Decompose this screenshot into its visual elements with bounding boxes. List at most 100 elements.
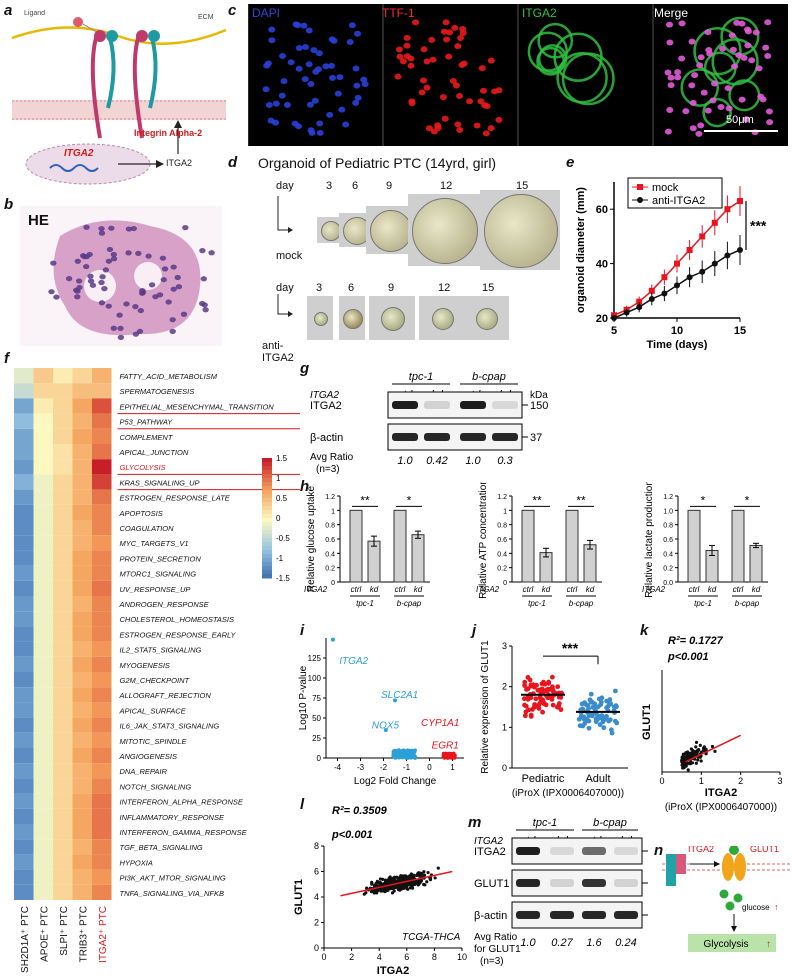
panel-label-f: f <box>4 350 9 367</box>
colorbar-tick: -1.5 <box>276 574 290 583</box>
data-point <box>699 233 706 240</box>
pathway-label: EPITHELIAL_MESENCHYMAL_TRANSITION <box>120 402 275 411</box>
heatmap-cell <box>53 580 73 596</box>
heatmap-cell <box>72 550 92 566</box>
gene-label: ITGA2 <box>339 656 368 667</box>
y-axis-label: Relative expression of GLUT1 <box>480 640 491 774</box>
heatmap-cell <box>53 565 73 581</box>
dot <box>550 702 556 708</box>
bar-category: kd <box>586 585 595 594</box>
bar <box>565 509 579 583</box>
heatmap-cell <box>33 444 53 460</box>
day-15-anti: 15 <box>482 282 495 294</box>
heatmap-cell <box>14 596 34 612</box>
pathway-label: IL2_STAT5_SIGNALING <box>120 646 202 655</box>
volcano-point <box>442 755 447 760</box>
colorbar-segment <box>262 518 272 523</box>
panel-a-schematic <box>11 17 227 185</box>
pathway-label: APICAL_JUNCTION <box>119 448 189 457</box>
scatter-point <box>392 889 396 893</box>
y-tick-label: 0.4 <box>497 551 507 558</box>
heatmap-cell <box>33 535 53 551</box>
scatter-point <box>385 887 389 891</box>
organoid-title: Organoid of Pediatric PTC (14yrd, girl) <box>258 155 497 171</box>
organoid-anti-day-15 <box>476 308 498 330</box>
heatmap-cell <box>53 702 73 718</box>
blot-band <box>516 911 540 919</box>
volcano-point <box>448 752 452 756</box>
y-tick-label: 2 <box>502 682 507 692</box>
dot <box>607 700 613 706</box>
x-tick-label: -3 <box>357 763 365 772</box>
heatmap-cell <box>14 869 34 885</box>
blot-band <box>492 433 518 441</box>
dot <box>522 713 528 719</box>
heatmap-cell <box>33 641 53 657</box>
heatmap-cell <box>72 884 92 900</box>
scatter-point <box>696 748 700 752</box>
x-axis-label: ITGA2 <box>705 787 737 799</box>
data-point <box>737 198 743 205</box>
blot-band <box>614 911 638 919</box>
organoid-anti-day-3 <box>314 312 328 326</box>
volcano-point <box>399 749 404 754</box>
day-9-anti: 9 <box>388 282 395 294</box>
x-axis-label: ITGA2 <box>377 965 409 977</box>
scatter-point <box>684 751 688 755</box>
data-point <box>648 287 655 294</box>
heatmap-cell <box>33 626 53 642</box>
heatmap-cell <box>72 489 92 505</box>
pathway-label: ESTROGEN_RESPONSE_EARLY <box>120 630 237 639</box>
day-15-mock: 15 <box>516 180 529 192</box>
panel-label-d: d <box>228 154 238 171</box>
y-tick-label: 125 <box>308 654 322 663</box>
heatmap-cell <box>53 626 73 642</box>
x-tick-label: 5 <box>611 325 617 337</box>
heatmap-cell <box>14 504 34 520</box>
y-tick-label: 0.8 <box>497 523 507 530</box>
heatmap-cell <box>53 489 73 505</box>
y-tick-label: 1.2 <box>497 494 507 501</box>
heatmap-cell <box>72 854 92 870</box>
heatmap-cell <box>72 793 92 809</box>
colorbar-tick: -1 <box>276 554 284 563</box>
pathway-label: INTERFERON_GAMMA_RESPONSE <box>120 828 248 837</box>
glycolysis-label: Glycolysis <box>703 939 748 950</box>
itga2-icon <box>666 854 676 886</box>
dot <box>551 690 557 695</box>
day-6-mock: 6 <box>352 180 359 192</box>
y-tick-label: 0.2 <box>663 566 673 573</box>
integrin-label: Integrin Alpha-2 <box>134 128 203 138</box>
blot-band <box>582 847 606 855</box>
iprox-correlation: 0 1 2 3 R²= 0.1727 p<0.001 ITGA2 (iProX (IPX000… <box>641 635 783 813</box>
dot <box>526 707 531 713</box>
dot <box>612 718 618 724</box>
colorbar-segment <box>262 526 272 531</box>
scatter-point <box>416 871 420 876</box>
heatmap-cell <box>53 854 73 870</box>
scatter-point <box>412 873 416 877</box>
heatmap-cell <box>53 596 73 612</box>
dot <box>555 684 561 690</box>
volcano-plot: 0 25 50 75 100 125 -4 -3 -2 -1 0 1 ITGA2 SLC2A1 NOX5 CY… <box>298 637 464 787</box>
heatmap-cell <box>53 717 73 733</box>
heatmap-cell <box>33 413 53 429</box>
pathway-label: ANGIOGENESIS <box>119 752 178 761</box>
organoid-anti-day-6 <box>343 309 363 329</box>
heatmap-cell <box>72 763 92 779</box>
bar <box>749 544 763 583</box>
band-label: ITGA2 <box>474 846 506 858</box>
volcano-point <box>405 748 410 753</box>
bar <box>393 509 407 583</box>
ecm-label: ECM <box>198 14 214 21</box>
scatter-point <box>410 881 414 885</box>
y-tick-label: 0.4 <box>663 551 673 558</box>
heatmap-cell <box>92 535 112 551</box>
y-axis-label: Relative glucose uptake <box>306 485 317 592</box>
heatmap-cell <box>14 611 34 627</box>
blot-band <box>614 847 638 855</box>
y-tick-label: 0.6 <box>325 537 335 544</box>
heatmap-cell <box>72 580 92 596</box>
row-label: ITGA2 <box>304 585 328 594</box>
heatmap-cell <box>72 383 92 399</box>
